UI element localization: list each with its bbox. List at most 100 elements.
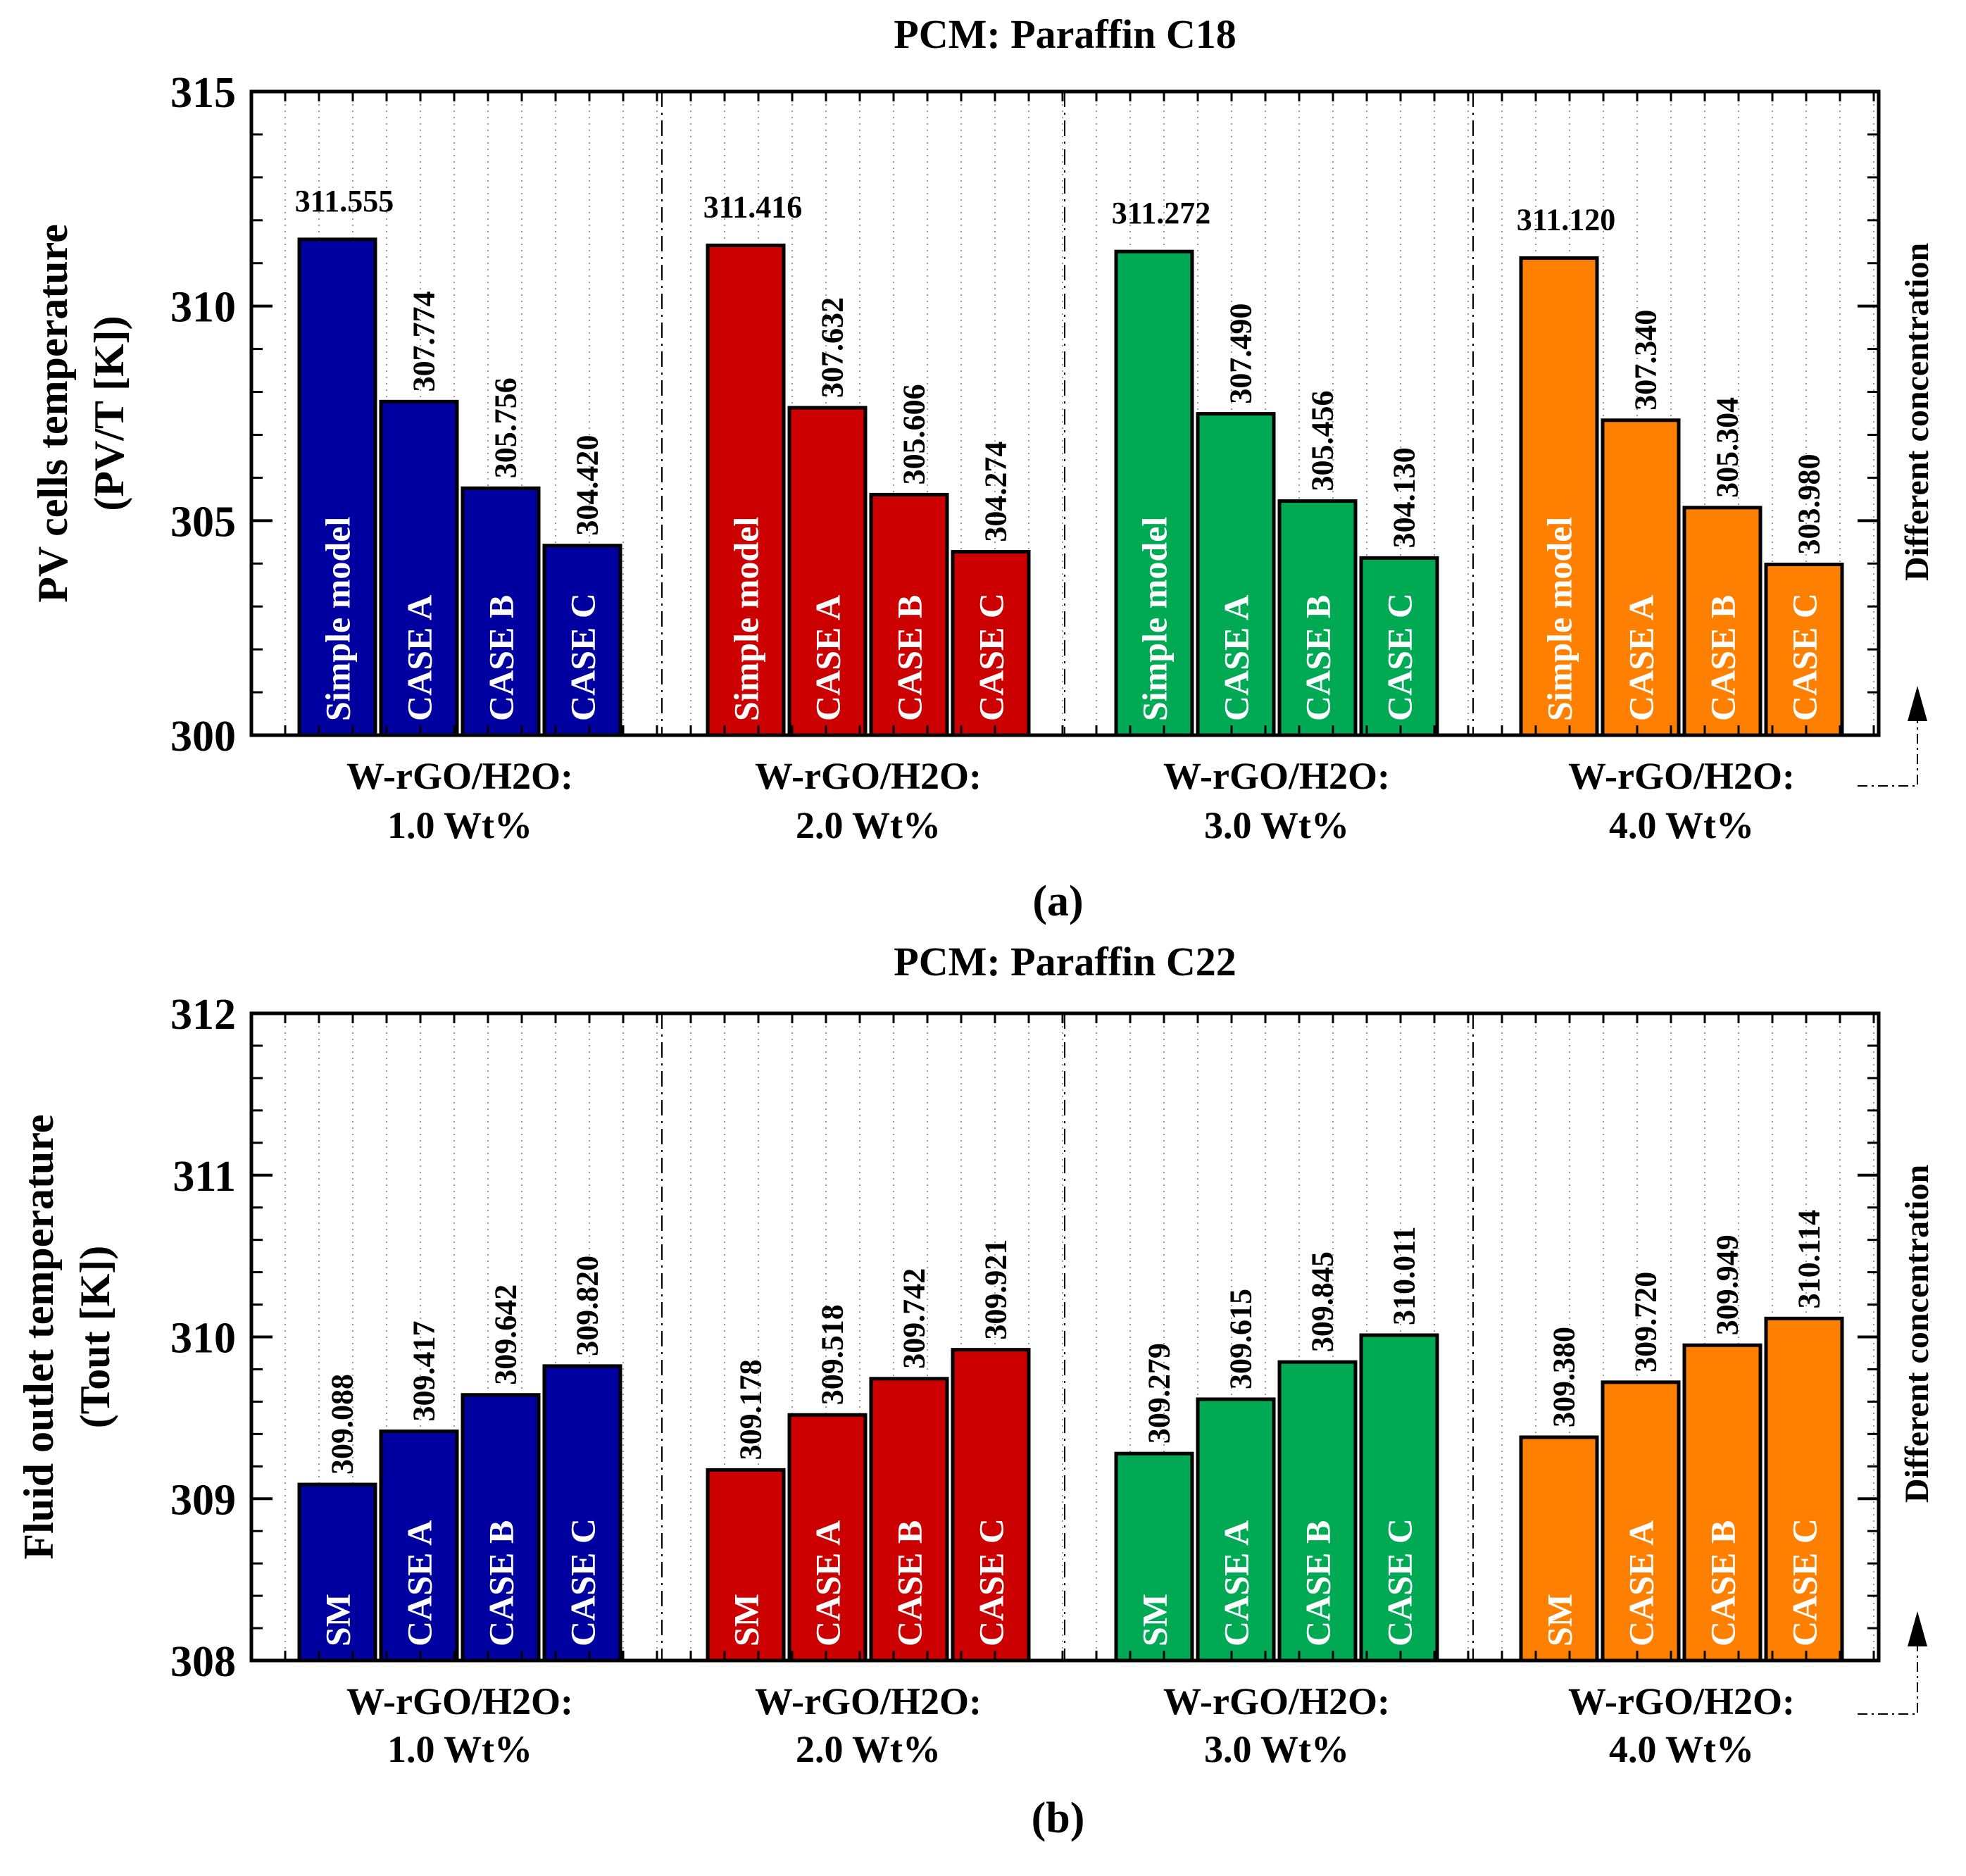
group-label-line1: W-rGO/H2O: — [1163, 1680, 1390, 1722]
bar-name-label: CASE B — [482, 595, 521, 721]
bar[interactable] — [379, 1429, 459, 1663]
value-label: 309.279 — [1141, 1343, 1176, 1444]
bar-name-label: CASE A — [808, 595, 848, 721]
value-label: 307.340 — [1628, 310, 1663, 411]
bar-name-label: CASE A — [1217, 595, 1256, 721]
side-note: Different concentration — [1898, 243, 1936, 581]
bar-name-label: CASE C — [972, 593, 1011, 721]
value-label: 309.518 — [815, 1304, 849, 1405]
bar-name-label: CASE C — [1380, 593, 1420, 721]
bar-group: SM 309.088 CASE A 309.417 CASE B 309.642 CASE … — [297, 1256, 622, 1663]
group-label-line1: W-rGO/H2O: — [755, 1680, 982, 1722]
bar-name-label: CASE C — [972, 1518, 1011, 1646]
value-label: 309.642 — [488, 1284, 522, 1385]
bar[interactable] — [1359, 1333, 1439, 1663]
value-label: 310.011 — [1386, 1226, 1421, 1325]
bar-name-label: CASE C — [563, 1518, 603, 1646]
y-axis-title: (PV/T [K]) — [86, 315, 132, 511]
bar-group: SM 309.380 CASE A 309.720 CASE B 309.949 CASE … — [1519, 1210, 1844, 1663]
value-label: 309.088 — [325, 1374, 359, 1475]
group-label-line2: 1.0 Wt% — [387, 1728, 532, 1770]
plot-frame — [249, 89, 1881, 737]
group-label-line1: W-rGO/H2O: — [755, 755, 982, 797]
value-label: 307.774 — [406, 291, 441, 392]
bar-name-label: Simple model — [1135, 517, 1175, 721]
chart-title: PCM: Paraffin C22 — [894, 939, 1236, 984]
bar-group: Simple model 311.120 CASE A 307.340 CASE B 30… — [1517, 202, 1844, 737]
value-label: 307.490 — [1223, 304, 1258, 404]
bar-name-label: CASE B — [890, 595, 929, 721]
bar[interactable] — [706, 243, 786, 737]
bar[interactable] — [542, 1364, 622, 1663]
y-tick-label: 310 — [170, 284, 236, 332]
bar[interactable] — [1519, 1435, 1599, 1663]
bar-name-label: Simple model — [1540, 517, 1579, 721]
value-label: 305.304 — [1710, 397, 1744, 498]
group-label-line2: 3.0 Wt% — [1204, 804, 1349, 846]
bar-name-label: SM — [1135, 1594, 1175, 1646]
bar-name-label: CASE B — [482, 1520, 521, 1646]
bar-name-label: CASE B — [1298, 1520, 1338, 1646]
value-label: 303.980 — [1791, 454, 1826, 554]
group-label-line2: 2.0 Wt% — [796, 1728, 941, 1770]
bar[interactable] — [1196, 412, 1276, 737]
bar[interactable] — [787, 406, 868, 737]
value-label: 309.380 — [1546, 1327, 1581, 1427]
y-axis-title: (Tout [K]) — [72, 1246, 118, 1428]
value-label: 309.615 — [1223, 1289, 1258, 1389]
group-label-line2: 2.0 Wt% — [796, 804, 941, 846]
value-label: 305.756 — [488, 377, 522, 478]
y-axis-title: Fluid outlet temperature — [15, 1114, 62, 1559]
bar[interactable] — [379, 399, 459, 737]
bar-name-label: CASE A — [400, 595, 439, 721]
bar[interactable] — [1682, 506, 1762, 737]
group-label-line1: W-rGO/H2O: — [1568, 755, 1795, 797]
y-axis-title: PV cells temperature — [30, 224, 76, 603]
bar[interactable] — [1114, 1451, 1194, 1663]
bar[interactable] — [1764, 1316, 1844, 1663]
value-label: 311.555 — [295, 184, 394, 218]
bar[interactable] — [1519, 256, 1599, 737]
value-label: 304.274 — [978, 442, 1013, 542]
bar-name-label: CASE C — [1380, 1518, 1420, 1646]
y-tick-label: 300 — [170, 713, 236, 761]
bar-name-label: CASE B — [1703, 1520, 1743, 1646]
value-label: 305.456 — [1305, 391, 1339, 492]
bar-name-label: CASE B — [1703, 595, 1743, 721]
group-label-line2: 3.0 Wt% — [1204, 1728, 1349, 1770]
bar-group: Simple model 311.555 CASE A 307.774 CASE B 30… — [295, 184, 622, 737]
bar[interactable] — [1682, 1343, 1762, 1663]
bar[interactable] — [461, 1393, 541, 1663]
panel-label: (b) — [1032, 1794, 1085, 1842]
value-label: 305.606 — [896, 384, 931, 484]
y-tick-label: 309 — [170, 1476, 236, 1524]
bar[interactable] — [1114, 249, 1194, 737]
y-tick-label: 310 — [170, 1315, 236, 1363]
group-label-line1: W-rGO/H2O: — [346, 1680, 573, 1722]
bar-name-label: CASE C — [1785, 593, 1824, 721]
value-label: 311.120 — [1517, 202, 1616, 237]
value-label: 310.114 — [1791, 1210, 1826, 1309]
bar[interactable] — [869, 492, 949, 737]
side-note-connector — [1858, 1646, 1918, 1715]
y-tick-label: 305 — [170, 498, 236, 546]
bar[interactable] — [1277, 499, 1358, 737]
bar-name-label: CASE A — [1622, 595, 1661, 721]
bar[interactable] — [1601, 418, 1681, 737]
bar[interactable] — [951, 550, 1031, 737]
value-label: 309.742 — [896, 1268, 931, 1369]
bar-name-label: CASE B — [1298, 595, 1338, 721]
value-label: 309.921 — [978, 1239, 1013, 1340]
value-label: 309.417 — [406, 1320, 441, 1421]
side-note-arrow-icon — [1908, 1611, 1927, 1646]
value-label: 307.632 — [815, 297, 849, 398]
side-note-connector — [1858, 721, 1918, 787]
bar[interactable] — [869, 1377, 949, 1663]
value-label: 304.420 — [570, 435, 604, 536]
bar[interactable] — [1359, 556, 1439, 737]
bar-name-label: Simple model — [318, 517, 358, 721]
chart-b: PCM: Paraffin C22 SM 309.088 CASE A 309.417 C… — [15, 939, 1936, 1842]
value-label: 309.178 — [733, 1359, 768, 1460]
bar[interactable] — [706, 1468, 786, 1663]
